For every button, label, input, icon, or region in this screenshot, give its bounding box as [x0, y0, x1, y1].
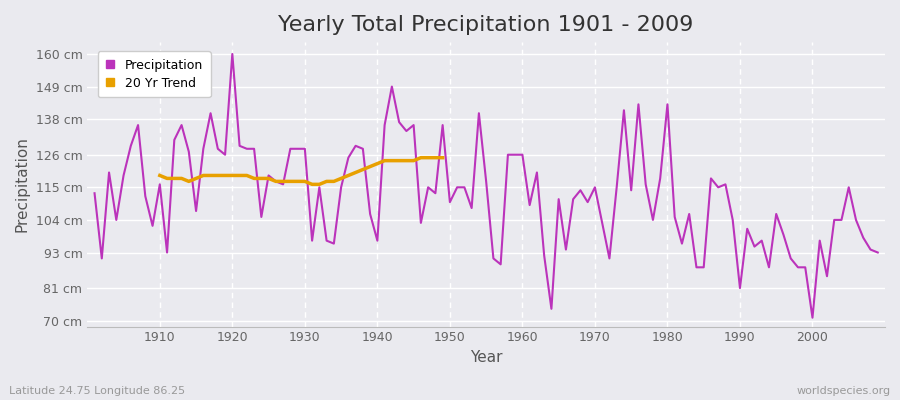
- Text: Latitude 24.75 Longitude 86.25: Latitude 24.75 Longitude 86.25: [9, 386, 185, 396]
- Title: Yearly Total Precipitation 1901 - 2009: Yearly Total Precipitation 1901 - 2009: [278, 15, 694, 35]
- X-axis label: Year: Year: [470, 350, 502, 365]
- Y-axis label: Precipitation: Precipitation: [15, 136, 30, 232]
- Legend: Precipitation, 20 Yr Trend: Precipitation, 20 Yr Trend: [97, 51, 211, 97]
- Text: worldspecies.org: worldspecies.org: [796, 386, 891, 396]
